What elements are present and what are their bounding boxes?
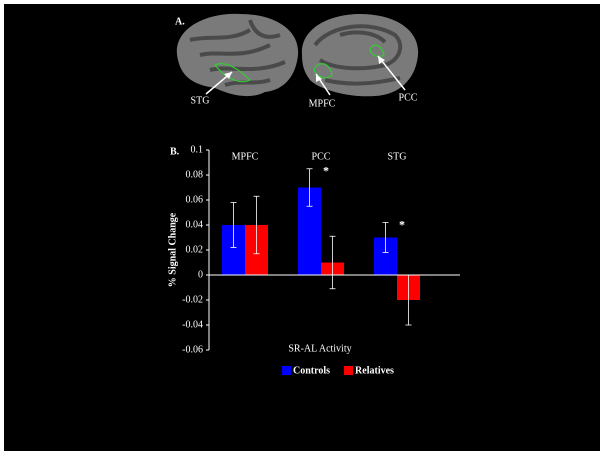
y-tick-label: 0.06 [186,194,204,205]
significance-marker: * [323,164,329,178]
y-axis-label: % Signal Change [167,212,178,287]
significance-marker: * [399,217,405,231]
category-label: MPFC [232,151,259,162]
y-tick-label: 0.04 [186,219,204,230]
brain-label: STG [191,95,210,106]
bar [222,225,245,275]
category-label: STG [388,151,407,162]
legend-swatch [344,366,354,375]
error-bar [253,195,260,255]
y-tick-label: 0.1 [191,144,204,155]
error-bar [306,168,313,207]
y-tick-label: -0.06 [182,344,203,355]
brain-label: MPFC [309,98,336,109]
legend-label: Controls [293,365,330,376]
y-tick-label: 0.08 [186,169,204,180]
bar [374,237,397,275]
error-bar [382,222,389,253]
x-axis-label: SR-AL Activity [288,343,351,354]
panel-label: B. [170,146,180,157]
legend-swatch [282,366,291,375]
category-label: PCC [312,151,331,162]
bar [298,187,321,275]
y-tick-label: -0.04 [182,319,203,330]
panel-label: A. [175,16,185,27]
legend-label: Relatives [355,365,394,376]
error-bar [329,235,336,290]
y-tick-label: 0.02 [186,244,204,255]
brain-left [176,13,299,97]
y-tick-label: 0 [198,269,203,280]
brain-right [301,14,419,97]
brain-label: PCC [399,92,418,103]
y-tick-label: -0.02 [182,294,203,305]
error-bar [230,202,237,248]
